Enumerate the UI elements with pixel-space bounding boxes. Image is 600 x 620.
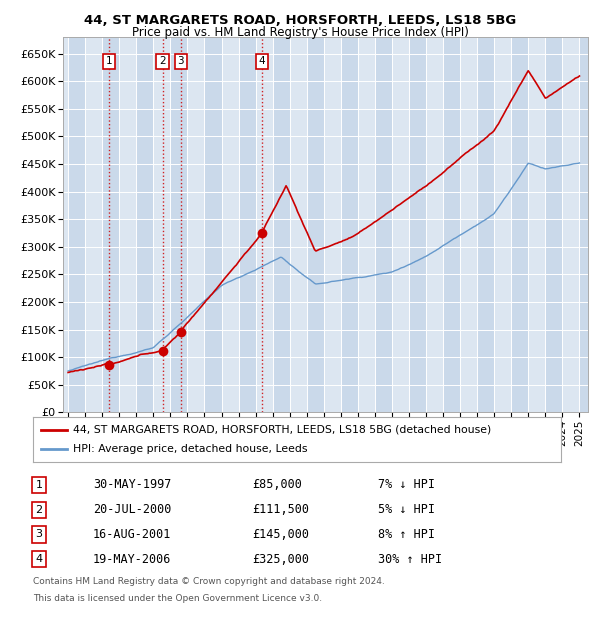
Bar bbox=[511, 37, 529, 412]
Text: 16-AUG-2001: 16-AUG-2001 bbox=[93, 528, 172, 541]
Text: 2: 2 bbox=[160, 56, 166, 66]
Bar bbox=[341, 37, 358, 412]
Bar bbox=[68, 37, 85, 412]
Bar bbox=[102, 37, 119, 412]
Text: 30-MAY-1997: 30-MAY-1997 bbox=[93, 479, 172, 491]
Bar bbox=[239, 37, 256, 412]
Text: 8% ↑ HPI: 8% ↑ HPI bbox=[378, 528, 435, 541]
Text: 44, ST MARGARETS ROAD, HORSFORTH, LEEDS, LS18 5BG: 44, ST MARGARETS ROAD, HORSFORTH, LEEDS,… bbox=[84, 14, 516, 27]
Text: £111,500: £111,500 bbox=[252, 503, 309, 516]
Text: 1: 1 bbox=[106, 56, 113, 66]
Text: 3: 3 bbox=[178, 56, 184, 66]
Bar bbox=[477, 37, 494, 412]
Text: 3: 3 bbox=[35, 529, 43, 539]
Bar bbox=[580, 37, 596, 412]
Text: 4: 4 bbox=[259, 56, 265, 66]
Bar bbox=[545, 37, 562, 412]
Bar bbox=[307, 37, 324, 412]
Text: £325,000: £325,000 bbox=[252, 553, 309, 565]
Text: This data is licensed under the Open Government Licence v3.0.: This data is licensed under the Open Gov… bbox=[33, 593, 322, 603]
Bar bbox=[170, 37, 187, 412]
Text: Price paid vs. HM Land Registry's House Price Index (HPI): Price paid vs. HM Land Registry's House … bbox=[131, 26, 469, 39]
Text: 5% ↓ HPI: 5% ↓ HPI bbox=[378, 503, 435, 516]
Bar bbox=[409, 37, 426, 412]
Text: 30% ↑ HPI: 30% ↑ HPI bbox=[378, 553, 442, 565]
Text: 19-MAY-2006: 19-MAY-2006 bbox=[93, 553, 172, 565]
Bar bbox=[272, 37, 290, 412]
Text: 20-JUL-2000: 20-JUL-2000 bbox=[93, 503, 172, 516]
Bar bbox=[375, 37, 392, 412]
Text: HPI: Average price, detached house, Leeds: HPI: Average price, detached house, Leed… bbox=[73, 445, 307, 454]
Text: Contains HM Land Registry data © Crown copyright and database right 2024.: Contains HM Land Registry data © Crown c… bbox=[33, 577, 385, 586]
Text: 44, ST MARGARETS ROAD, HORSFORTH, LEEDS, LS18 5BG (detached house): 44, ST MARGARETS ROAD, HORSFORTH, LEEDS,… bbox=[73, 425, 491, 435]
Text: 4: 4 bbox=[35, 554, 43, 564]
Text: 2: 2 bbox=[35, 505, 43, 515]
Bar bbox=[205, 37, 221, 412]
Bar bbox=[443, 37, 460, 412]
Text: 7% ↓ HPI: 7% ↓ HPI bbox=[378, 479, 435, 491]
Bar bbox=[136, 37, 154, 412]
Text: £145,000: £145,000 bbox=[252, 528, 309, 541]
Text: £85,000: £85,000 bbox=[252, 479, 302, 491]
Text: 1: 1 bbox=[35, 480, 43, 490]
